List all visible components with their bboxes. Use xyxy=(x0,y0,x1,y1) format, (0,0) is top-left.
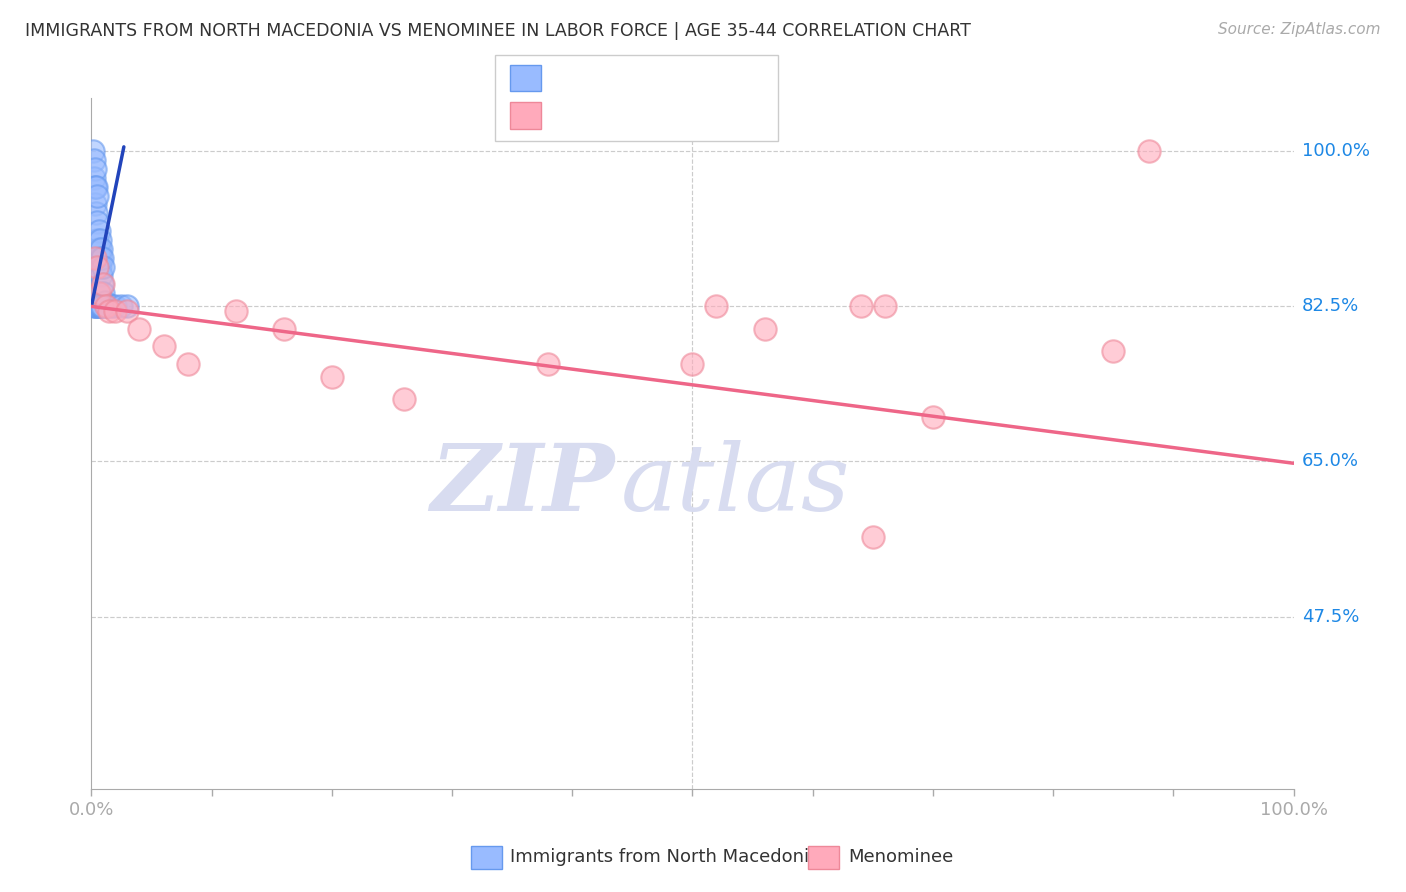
Point xyxy=(98,303,121,318)
Point xyxy=(117,299,139,313)
Point xyxy=(87,286,110,301)
Point xyxy=(93,295,115,310)
Text: 82.5%: 82.5% xyxy=(1302,297,1360,316)
Point xyxy=(706,299,728,313)
Point xyxy=(754,321,776,335)
Text: IMMIGRANTS FROM NORTH MACEDONIA VS MENOMINEE IN LABOR FORCE | AGE 35-44 CORRELAT: IMMIGRANTS FROM NORTH MACEDONIA VS MENOM… xyxy=(25,22,972,40)
Point xyxy=(104,303,127,318)
Point xyxy=(273,321,295,335)
Point xyxy=(176,357,198,371)
Point xyxy=(87,224,110,238)
Point xyxy=(82,145,104,159)
Point xyxy=(873,299,896,313)
Point xyxy=(152,339,174,353)
Point xyxy=(922,410,945,425)
Point xyxy=(90,299,112,313)
Point xyxy=(93,286,115,301)
Point xyxy=(86,188,108,202)
Point xyxy=(90,242,112,256)
Point xyxy=(392,392,415,407)
Point xyxy=(83,299,105,313)
Point xyxy=(84,299,107,313)
Point xyxy=(84,197,107,211)
Point xyxy=(321,370,343,384)
Point xyxy=(849,299,872,313)
Point xyxy=(98,299,121,313)
Point xyxy=(93,260,115,274)
Point xyxy=(537,357,560,371)
Point xyxy=(94,299,117,313)
Text: Immigrants from North Macedonia: Immigrants from North Macedonia xyxy=(510,848,821,866)
Text: ZIP: ZIP xyxy=(430,441,614,530)
Point xyxy=(862,530,884,544)
Point xyxy=(1137,145,1160,159)
Point xyxy=(225,303,247,318)
Point xyxy=(110,299,132,313)
Point xyxy=(84,299,107,313)
Point xyxy=(681,357,703,371)
Text: 65.0%: 65.0% xyxy=(1302,452,1358,470)
Point xyxy=(84,179,107,194)
Point xyxy=(90,268,112,283)
Text: R =: R = xyxy=(553,69,593,87)
Point xyxy=(86,299,108,313)
Point xyxy=(117,303,139,318)
Point xyxy=(84,179,107,194)
Text: 47.5%: 47.5% xyxy=(1302,607,1360,625)
Text: 25: 25 xyxy=(693,106,717,125)
Point xyxy=(93,277,115,292)
Point xyxy=(84,251,107,265)
Text: 0.596: 0.596 xyxy=(592,69,645,87)
Text: N =: N = xyxy=(658,106,700,125)
Text: -0.434: -0.434 xyxy=(592,106,652,125)
Point xyxy=(86,233,108,247)
Point xyxy=(84,161,107,176)
Point xyxy=(83,170,105,185)
Point xyxy=(86,260,108,274)
Text: Source: ZipAtlas.com: Source: ZipAtlas.com xyxy=(1218,22,1381,37)
Point xyxy=(84,206,107,220)
Point xyxy=(87,299,110,313)
Text: R =: R = xyxy=(553,106,593,125)
Point xyxy=(86,215,108,229)
Point xyxy=(89,299,111,313)
Text: Menominee: Menominee xyxy=(848,848,953,866)
Point xyxy=(1102,343,1125,358)
Text: 100.0%: 100.0% xyxy=(1302,143,1369,161)
Point xyxy=(87,242,110,256)
Text: 38: 38 xyxy=(686,69,710,87)
Point xyxy=(89,233,111,247)
Point xyxy=(89,260,111,274)
Point xyxy=(104,299,127,313)
Text: atlas: atlas xyxy=(620,441,849,530)
Point xyxy=(83,153,105,168)
Point xyxy=(91,251,114,265)
Point xyxy=(89,251,111,265)
Point xyxy=(94,299,117,313)
Text: N =: N = xyxy=(648,69,690,87)
Point xyxy=(128,321,150,335)
Point xyxy=(91,299,114,313)
Point xyxy=(96,299,118,313)
Point xyxy=(91,277,114,292)
Point xyxy=(101,299,124,313)
